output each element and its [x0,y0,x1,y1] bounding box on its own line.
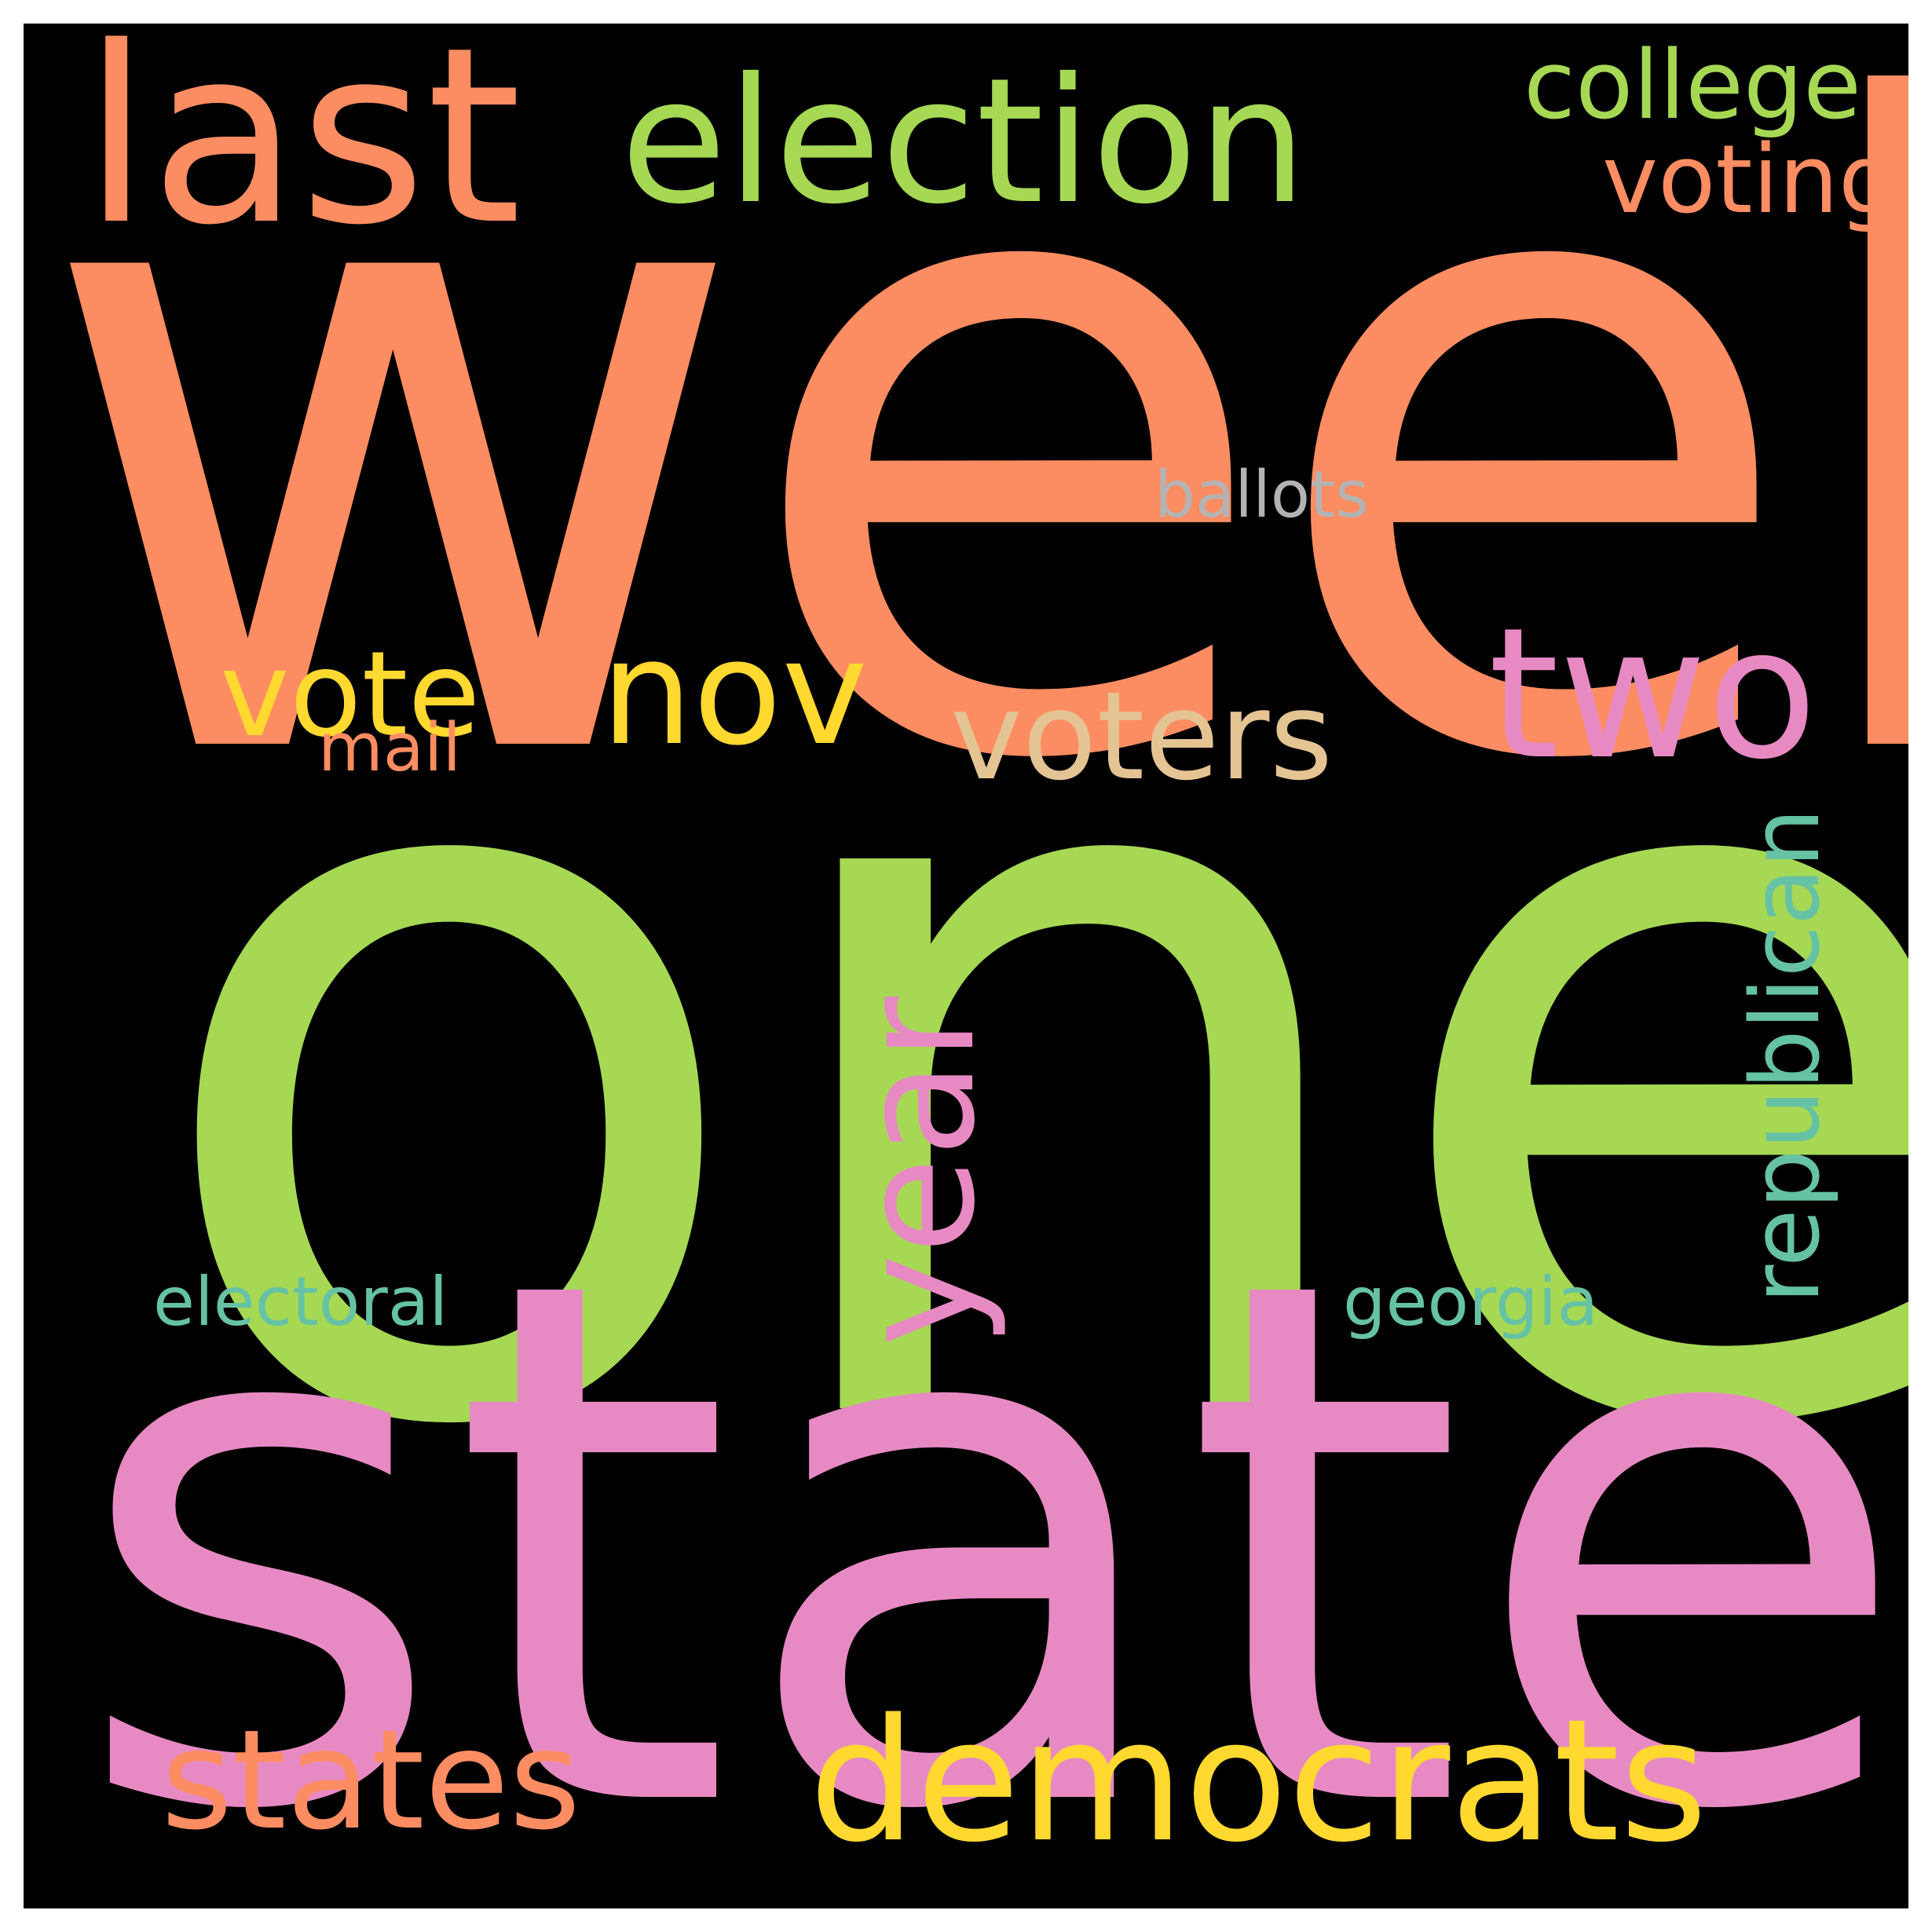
word-state: state [71,1126,1908,1908]
word-college: college [1524,31,1861,141]
word-cloud-canvas: week one state last election college vot… [24,24,1908,1908]
word-georgia: georgia [1343,1263,1599,1341]
word-week: week [33,24,1908,952]
word-last: last [82,24,522,279]
word-voters: voters [950,665,1334,807]
word-year: year [827,996,1010,1347]
word-democrats: democrats [809,1682,1708,1879]
word-voting: voting [1602,126,1899,235]
word-mail: mail [318,709,462,787]
word-nov: nov [601,608,868,778]
word-vote: vote [220,627,481,763]
word-states: states [161,1701,581,1861]
word-election: election [620,41,1308,242]
word-ballots: ballots [1154,458,1369,532]
word-republican: republican [1732,807,1841,1304]
word-two: two [1488,590,1818,800]
word-electoral: electoral [153,1263,448,1341]
word-one: one [141,475,1908,1645]
